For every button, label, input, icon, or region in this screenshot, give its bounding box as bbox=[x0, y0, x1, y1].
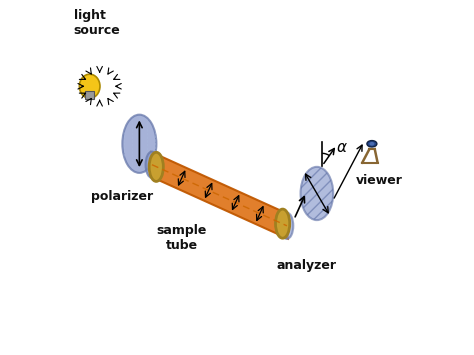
Text: α: α bbox=[337, 140, 346, 155]
Text: polarizer: polarizer bbox=[91, 190, 153, 203]
Ellipse shape bbox=[122, 115, 156, 173]
Text: viewer: viewer bbox=[356, 174, 402, 187]
Text: light
source: light source bbox=[73, 9, 120, 37]
FancyBboxPatch shape bbox=[85, 91, 94, 99]
Ellipse shape bbox=[146, 152, 158, 178]
Ellipse shape bbox=[301, 167, 333, 220]
Polygon shape bbox=[151, 152, 288, 239]
Text: sample
tube: sample tube bbox=[157, 224, 207, 252]
Ellipse shape bbox=[79, 74, 100, 98]
Ellipse shape bbox=[149, 152, 164, 181]
Ellipse shape bbox=[369, 142, 374, 146]
Text: analyzer: analyzer bbox=[276, 259, 336, 272]
Ellipse shape bbox=[281, 213, 293, 239]
Ellipse shape bbox=[367, 141, 377, 147]
Ellipse shape bbox=[275, 209, 290, 238]
